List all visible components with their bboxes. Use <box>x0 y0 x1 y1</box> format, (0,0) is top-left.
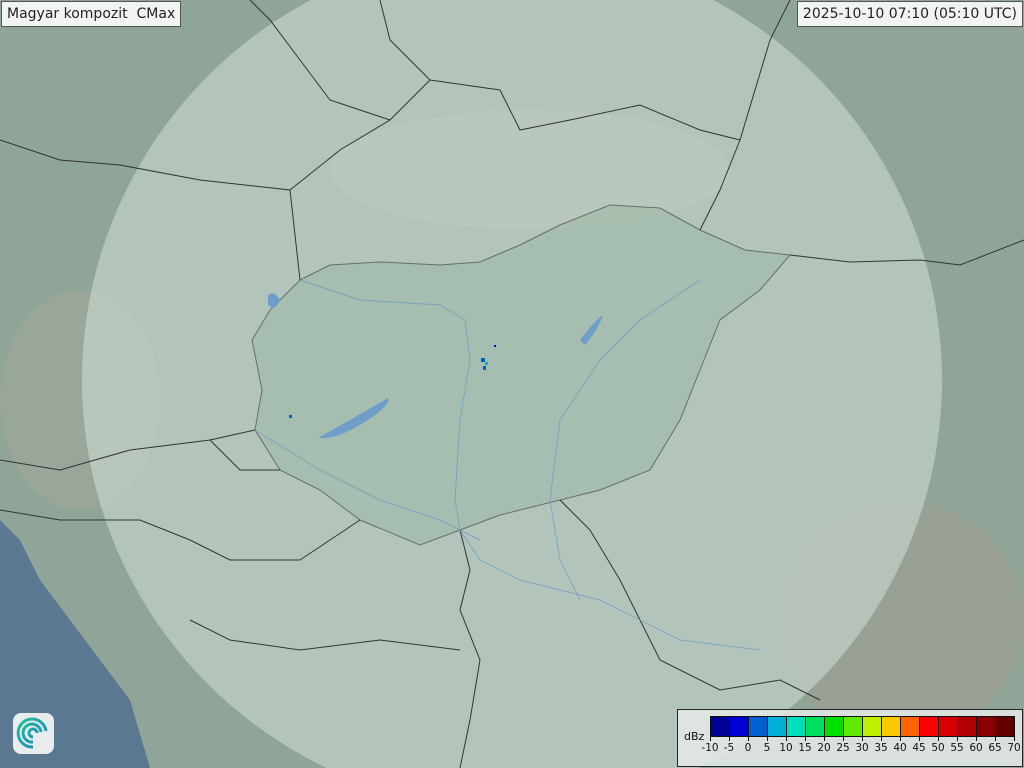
legend-color-bar <box>710 716 1015 737</box>
legend-tick-label: 45 <box>912 742 926 754</box>
legend-tick-label: 65 <box>988 742 1002 754</box>
legend-tick <box>919 736 920 741</box>
legend-tick-label: 0 <box>744 742 752 754</box>
legend-tick <box>938 736 939 741</box>
swirl-logo-icon <box>13 713 54 754</box>
legend-swatch <box>996 717 1014 736</box>
legend-tick-label: 15 <box>798 742 812 754</box>
rivers <box>254 279 761 651</box>
adriatic-sea <box>0 520 150 768</box>
legend-tick <box>710 736 711 741</box>
legend-swatch <box>844 717 863 736</box>
legend-tick <box>900 736 901 741</box>
legend-tick <box>729 736 730 741</box>
legend-swatch <box>749 717 768 736</box>
hungary-border <box>251 204 791 546</box>
legend-tick <box>1014 736 1015 741</box>
legend-tick-label: -10 <box>701 742 719 754</box>
legend-tick-label: 20 <box>817 742 831 754</box>
lake-tisza <box>580 315 603 345</box>
legend-tick <box>995 736 996 741</box>
legend-swatch <box>939 717 958 736</box>
legend-swatch <box>806 717 825 736</box>
legend-swatch <box>863 717 882 736</box>
legend-ticks: -10 -5 0 5 10 15 20 25 30 35 40 45 50 55 60 65 70 <box>701 736 1021 762</box>
legend-tick-label: 35 <box>874 742 888 754</box>
legend-swatch <box>787 717 806 736</box>
legend-tick <box>843 736 844 741</box>
radar-echoes <box>289 345 496 418</box>
lake-neusiedl <box>268 293 280 308</box>
legend-tick <box>767 736 768 741</box>
legend-swatch <box>958 717 977 736</box>
timestamp: 2025-10-10 07:10 (05:10 UTC) <box>796 1 1023 27</box>
legend-tick-label: 55 <box>950 742 964 754</box>
product-title: Magyar kompozit CMax <box>1 1 182 27</box>
legend-swatch <box>977 717 996 736</box>
legend-tick <box>881 736 882 741</box>
legend-tick-label: 30 <box>855 742 869 754</box>
legend-swatch <box>825 717 844 736</box>
legend-tick <box>957 736 958 741</box>
legend-tick-label: 60 <box>969 742 983 754</box>
legend-unit: dBz <box>684 730 705 743</box>
legend-tick <box>862 736 863 741</box>
legend-tick <box>824 736 825 741</box>
legend-swatch <box>711 717 730 736</box>
legend-tick <box>976 736 977 741</box>
legend-swatch <box>901 717 920 736</box>
legend-tick-label: -5 <box>723 742 735 754</box>
legend-tick-label: 40 <box>893 742 907 754</box>
legend-tick-label: 70 <box>1007 742 1021 754</box>
legend-swatch <box>730 717 749 736</box>
legend-swatch <box>768 717 787 736</box>
color-legend: dBz -10 -5 0 5 10 15 20 25 30 35 40 45 50 55 60 65 70 <box>677 709 1023 767</box>
legend-tick-label: 50 <box>931 742 945 754</box>
lake-balaton <box>318 398 389 439</box>
legend-swatch <box>920 717 939 736</box>
legend-swatch <box>882 717 901 736</box>
legend-tick <box>805 736 806 741</box>
legend-tick <box>748 736 749 741</box>
legend-tick-label: 5 <box>763 742 771 754</box>
legend-tick-label: 25 <box>836 742 850 754</box>
legend-tick <box>786 736 787 741</box>
legend-tick-label: 10 <box>779 742 793 754</box>
